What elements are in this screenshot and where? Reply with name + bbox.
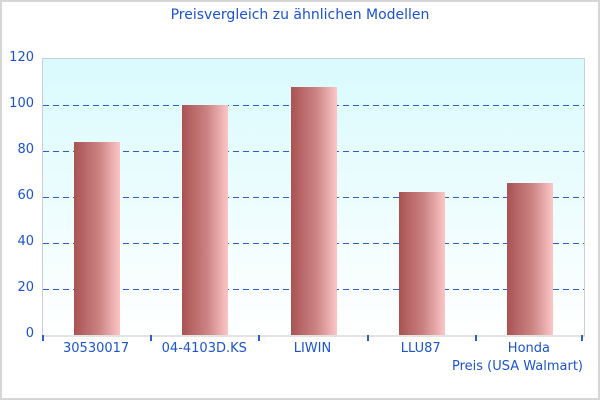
bar-04-4103D.KS [182, 105, 229, 335]
x-category-label-04-4103D.KS: 04-4103D.KS [161, 341, 247, 356]
x-tick [42, 335, 44, 341]
bar-30530017 [74, 141, 121, 335]
y-tick-label-60: 60 [17, 188, 34, 203]
x-category-label-LIWIN: LIWIN [293, 341, 332, 356]
bar-Honda [506, 183, 553, 335]
bar-LIWIN [290, 86, 337, 335]
y-tick-label-0: 0 [25, 326, 34, 341]
x-tick [581, 335, 583, 341]
x-category-label-LLU87: LLU87 [400, 341, 441, 356]
plot-area [42, 58, 585, 337]
x-axis-title: Preis (USA Walmart) [451, 359, 583, 374]
x-category-label-30530017: 30530017 [63, 341, 130, 356]
x-tick [258, 335, 261, 341]
y-tick-label-80: 80 [17, 142, 34, 157]
bar-LLU87 [398, 192, 445, 335]
y-tick-label-20: 20 [17, 280, 34, 295]
x-tick [366, 335, 369, 341]
y-tick-label-40: 40 [17, 234, 34, 249]
y-tick-label-120: 120 [9, 50, 34, 65]
chart-title: Preisvergleich zu ähnlichen Modellen [170, 7, 430, 23]
x-tick [474, 335, 477, 341]
x-tick [150, 335, 153, 341]
y-tick-label-100: 100 [9, 96, 34, 111]
x-category-label-Honda: Honda [507, 341, 550, 356]
